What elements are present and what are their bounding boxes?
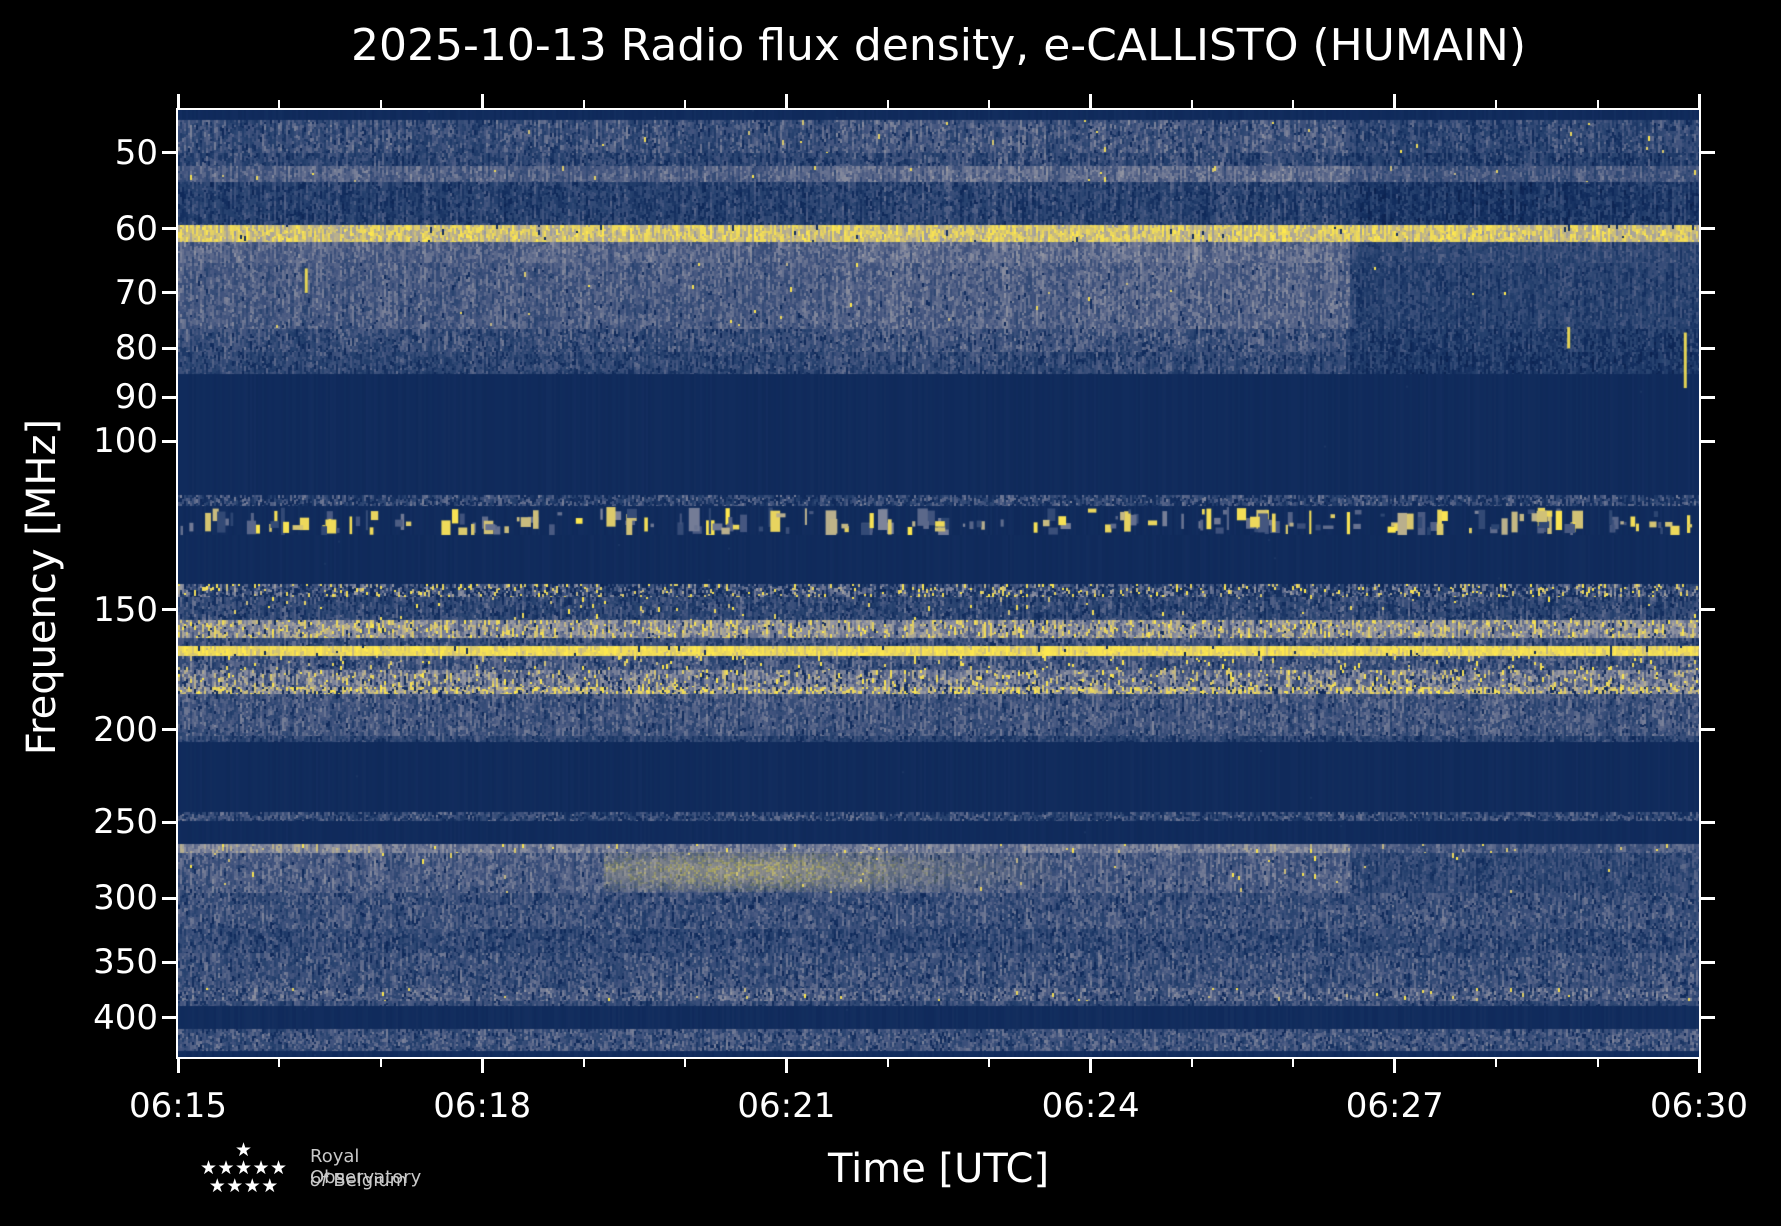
y-axis-major-tick-right bbox=[1701, 227, 1715, 231]
x-axis-major-tick-top bbox=[784, 94, 788, 108]
y-axis-major-tick-right bbox=[1701, 151, 1715, 155]
y-tick-label: 300 bbox=[93, 878, 158, 919]
x-tick-label: 06:24 bbox=[1041, 1086, 1140, 1126]
x-axis-major-tick bbox=[480, 1059, 484, 1073]
x-axis-major-tick-top bbox=[1393, 94, 1397, 108]
x-axis-major-tick bbox=[1393, 1059, 1397, 1073]
star-icon: ★ bbox=[200, 1157, 218, 1179]
x-axis-minor-tick-top bbox=[886, 100, 889, 108]
y-axis-major-tick-right bbox=[1701, 608, 1715, 612]
x-axis-minor-tick-top bbox=[582, 100, 585, 108]
x-axis-minor-tick-top bbox=[1191, 100, 1193, 108]
y-tick-label: 50 bbox=[114, 132, 158, 173]
y-axis-label: Frequency [MHz] bbox=[19, 418, 65, 756]
bottom-spine bbox=[176, 1057, 1701, 1059]
y-tick-label: 200 bbox=[93, 709, 158, 750]
x-axis-major-tick bbox=[176, 1059, 180, 1073]
x-axis-minor-tick bbox=[1191, 1059, 1193, 1067]
y-tick-label: 400 bbox=[93, 997, 158, 1038]
x-axis-minor-tick bbox=[684, 1059, 686, 1067]
x-axis-minor-tick-top bbox=[379, 100, 382, 108]
x-tick-label: 06:27 bbox=[1345, 1086, 1444, 1126]
y-tick-label: 150 bbox=[93, 589, 158, 630]
rob-logo-text-line1: Royal Observatory bbox=[310, 1146, 422, 1188]
y-axis-major-tick bbox=[162, 1016, 176, 1020]
y-axis-major-tick-right bbox=[1701, 960, 1715, 964]
x-axis-minor-tick-top bbox=[278, 100, 281, 108]
y-axis-major-tick-right bbox=[1701, 728, 1715, 732]
star-icon: ★ bbox=[235, 1157, 253, 1179]
x-axis-minor-tick-top bbox=[1596, 100, 1599, 108]
y-axis-major-tick bbox=[162, 395, 176, 399]
y-tick-label: 60 bbox=[114, 208, 158, 249]
y-tick-label: 350 bbox=[93, 942, 158, 983]
x-axis-minor-tick-top bbox=[1292, 100, 1295, 108]
y-tick-label: 100 bbox=[93, 421, 158, 462]
y-axis-major-tick-right bbox=[1701, 439, 1715, 443]
x-axis-minor-tick-top bbox=[988, 100, 991, 108]
x-axis-minor-tick bbox=[1596, 1059, 1599, 1067]
y-axis-major-tick bbox=[162, 896, 176, 900]
star-icon: ★ bbox=[217, 1157, 235, 1179]
x-axis-major-tick-top bbox=[1089, 94, 1093, 108]
y-axis-major-tick bbox=[162, 608, 176, 612]
rob-logo-text-of: of bbox=[310, 1170, 328, 1191]
star-icon: ★ bbox=[252, 1157, 270, 1179]
y-axis-major-tick bbox=[162, 151, 176, 155]
star-icon: ★ bbox=[270, 1157, 288, 1179]
y-axis-major-tick bbox=[162, 291, 176, 295]
y-axis-major-tick bbox=[162, 227, 176, 231]
right-spine bbox=[1699, 110, 1701, 1057]
x-tick-label: 06:30 bbox=[1650, 1086, 1748, 1126]
x-axis-minor-tick bbox=[379, 1059, 382, 1067]
x-axis-major-tick bbox=[1697, 1059, 1701, 1073]
rob-logo-text-line2: of Belgium bbox=[310, 1170, 407, 1191]
x-tick-label: 06:18 bbox=[433, 1086, 532, 1126]
x-axis-minor-tick bbox=[1292, 1059, 1295, 1067]
star-icon: ★ bbox=[208, 1175, 226, 1197]
x-axis-minor-tick-top bbox=[1495, 100, 1498, 108]
star-icon: ★ bbox=[243, 1175, 261, 1197]
x-axis-minor-tick bbox=[886, 1059, 889, 1067]
star-icon: ★ bbox=[226, 1175, 244, 1197]
y-axis-major-tick bbox=[162, 820, 176, 824]
spectrogram-canvas bbox=[178, 110, 1699, 1057]
y-axis-major-tick-right bbox=[1701, 1016, 1715, 1020]
x-axis-minor-tick bbox=[582, 1059, 585, 1067]
x-axis-major-tick-top bbox=[176, 94, 180, 108]
y-axis-major-tick bbox=[162, 960, 176, 964]
rob-logo-text-belgium: Belgium bbox=[333, 1170, 408, 1191]
star-icon: ★ bbox=[261, 1175, 279, 1197]
y-tick-label: 90 bbox=[114, 377, 158, 418]
left-spine bbox=[176, 110, 178, 1057]
y-axis-major-tick-right bbox=[1701, 896, 1715, 900]
y-tick-label: 70 bbox=[114, 272, 158, 313]
x-axis-major-tick bbox=[1089, 1059, 1093, 1073]
x-axis-minor-tick bbox=[988, 1059, 991, 1067]
x-axis-minor-tick bbox=[1495, 1059, 1498, 1067]
y-axis-major-tick-right bbox=[1701, 346, 1715, 350]
y-axis-major-tick-right bbox=[1701, 820, 1715, 824]
y-axis-major-tick bbox=[162, 346, 176, 350]
x-tick-label: 06:15 bbox=[129, 1086, 227, 1126]
y-tick-label: 250 bbox=[93, 802, 158, 843]
x-axis-label: Time [UTC] bbox=[827, 1146, 1050, 1192]
x-axis-major-tick-top bbox=[480, 94, 484, 108]
y-axis-major-tick-right bbox=[1701, 291, 1715, 295]
top-spine bbox=[176, 108, 1701, 110]
y-axis-major-tick-right bbox=[1701, 395, 1715, 399]
y-axis-major-tick bbox=[162, 439, 176, 443]
x-axis-minor-tick bbox=[278, 1059, 281, 1067]
x-tick-label: 06:21 bbox=[737, 1086, 836, 1126]
x-axis-major-tick bbox=[784, 1059, 788, 1073]
y-axis-major-tick bbox=[162, 728, 176, 732]
x-axis-minor-tick-top bbox=[684, 100, 686, 108]
figure-title: 2025-10-13 Radio flux density, e-CALLIST… bbox=[350, 20, 1527, 71]
y-tick-label: 80 bbox=[114, 328, 158, 369]
star-icon: ★ bbox=[235, 1139, 253, 1161]
x-axis-major-tick-top bbox=[1697, 94, 1701, 108]
